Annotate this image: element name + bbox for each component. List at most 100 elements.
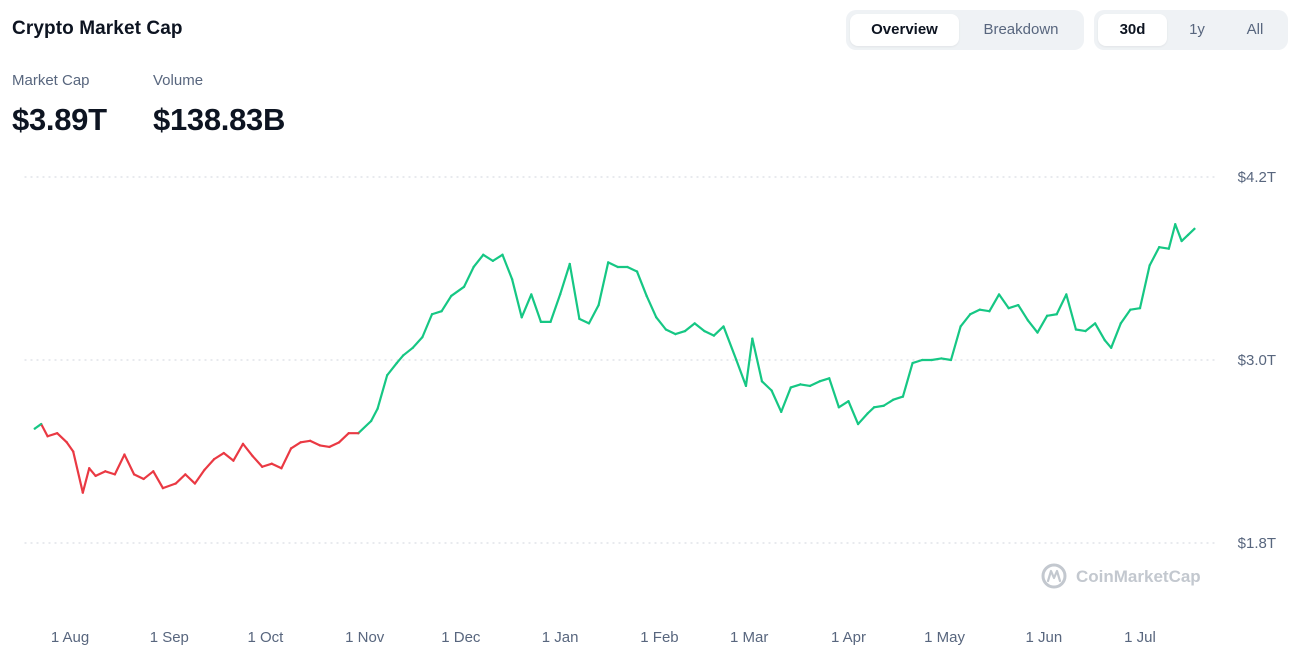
line-segment — [1180, 233, 1190, 243]
data-point — [1174, 223, 1177, 226]
line-segment — [299, 439, 312, 444]
data-point — [65, 441, 68, 444]
data-point — [1007, 307, 1010, 310]
data-point — [722, 325, 725, 328]
line-segment — [33, 422, 43, 430]
data-point — [142, 477, 145, 481]
data-point — [1065, 293, 1068, 296]
line-segment — [997, 293, 1010, 310]
line-segment — [123, 453, 136, 476]
range-30d[interactable]: 30d — [1098, 14, 1167, 46]
line-segment — [81, 467, 91, 494]
range-switch: 30d 1y All — [1094, 10, 1288, 50]
data-point — [760, 380, 764, 383]
data-point — [328, 445, 331, 449]
data-point — [222, 451, 225, 455]
market-cap-label: Market Cap — [12, 72, 90, 89]
line-segment — [251, 454, 264, 468]
data-point — [645, 294, 648, 298]
x-tick-label: 1 Mar — [730, 629, 768, 645]
line-segment — [549, 293, 562, 323]
line-segment — [911, 358, 924, 365]
line-segment — [94, 470, 107, 477]
line-segment — [703, 329, 716, 337]
line-segment — [969, 308, 981, 316]
line-segment — [808, 380, 821, 388]
y-tick-label: $4.2T — [1238, 169, 1276, 186]
line-segment — [411, 336, 424, 349]
data-point — [866, 412, 869, 415]
data-point — [395, 361, 398, 365]
line-segment — [104, 470, 116, 476]
line-segment — [450, 285, 466, 298]
view-switch: Overview Breakdown — [846, 10, 1084, 50]
volume-label: Volume — [153, 72, 204, 89]
line-segment — [72, 450, 84, 494]
line-segment — [1103, 339, 1113, 349]
line-segment — [270, 462, 283, 470]
line-segment — [491, 253, 504, 262]
line-segment — [1084, 322, 1097, 333]
data-point — [430, 313, 434, 316]
data-point — [370, 419, 373, 423]
line-segment — [1129, 307, 1142, 311]
line-segment — [818, 377, 831, 383]
data-point — [88, 467, 91, 470]
data-point — [1045, 314, 1049, 317]
line-segment — [318, 444, 331, 449]
line-segment — [578, 317, 591, 325]
data-point — [402, 354, 405, 357]
data-point — [81, 491, 84, 494]
data-point — [132, 473, 136, 476]
line-segment — [693, 322, 706, 333]
line-segment — [866, 406, 876, 415]
data-point — [1148, 264, 1151, 267]
line-segment — [88, 467, 97, 477]
line-segment — [940, 357, 953, 362]
data-point — [607, 261, 610, 264]
data-point — [770, 389, 773, 392]
line-segment — [837, 400, 850, 409]
data-point — [683, 329, 687, 333]
tab-breakdown[interactable]: Breakdown — [983, 21, 1059, 38]
line-segment — [440, 294, 453, 313]
data-point — [251, 454, 254, 458]
line-segment — [113, 453, 126, 476]
data-point — [357, 432, 360, 435]
data-point — [213, 458, 216, 461]
data-point — [1017, 304, 1020, 307]
line-segment — [161, 482, 177, 490]
data-point — [1036, 331, 1039, 334]
line-segment — [635, 270, 648, 298]
data-point — [386, 374, 389, 377]
line-segment — [530, 293, 543, 323]
data-point — [1119, 322, 1122, 325]
range-all[interactable]: All — [1246, 21, 1264, 38]
data-point — [318, 444, 321, 447]
line-segment — [232, 442, 245, 462]
data-point — [411, 346, 414, 349]
watermark: CoinMarketCap — [1041, 563, 1201, 589]
line-segment — [978, 308, 991, 313]
data-point — [969, 313, 972, 316]
line-segment — [901, 361, 914, 398]
line-segment — [1186, 227, 1196, 237]
line-segment — [142, 470, 155, 481]
range-1y[interactable]: 1y — [1189, 21, 1205, 38]
tab-overview[interactable]: Overview — [850, 14, 959, 46]
data-point — [655, 316, 658, 319]
line-segment — [510, 278, 523, 319]
data-point — [113, 473, 116, 476]
line-segment — [988, 293, 1001, 313]
data-point — [472, 265, 475, 269]
line-segment — [1045, 313, 1058, 317]
data-point — [1110, 346, 1113, 349]
data-point — [376, 407, 379, 410]
data-point — [549, 320, 552, 323]
line-segment — [587, 304, 600, 325]
x-tick-label: 1 Jul — [1124, 629, 1156, 645]
data-point — [421, 336, 424, 339]
data-point — [232, 459, 235, 462]
data-point — [1026, 319, 1029, 322]
